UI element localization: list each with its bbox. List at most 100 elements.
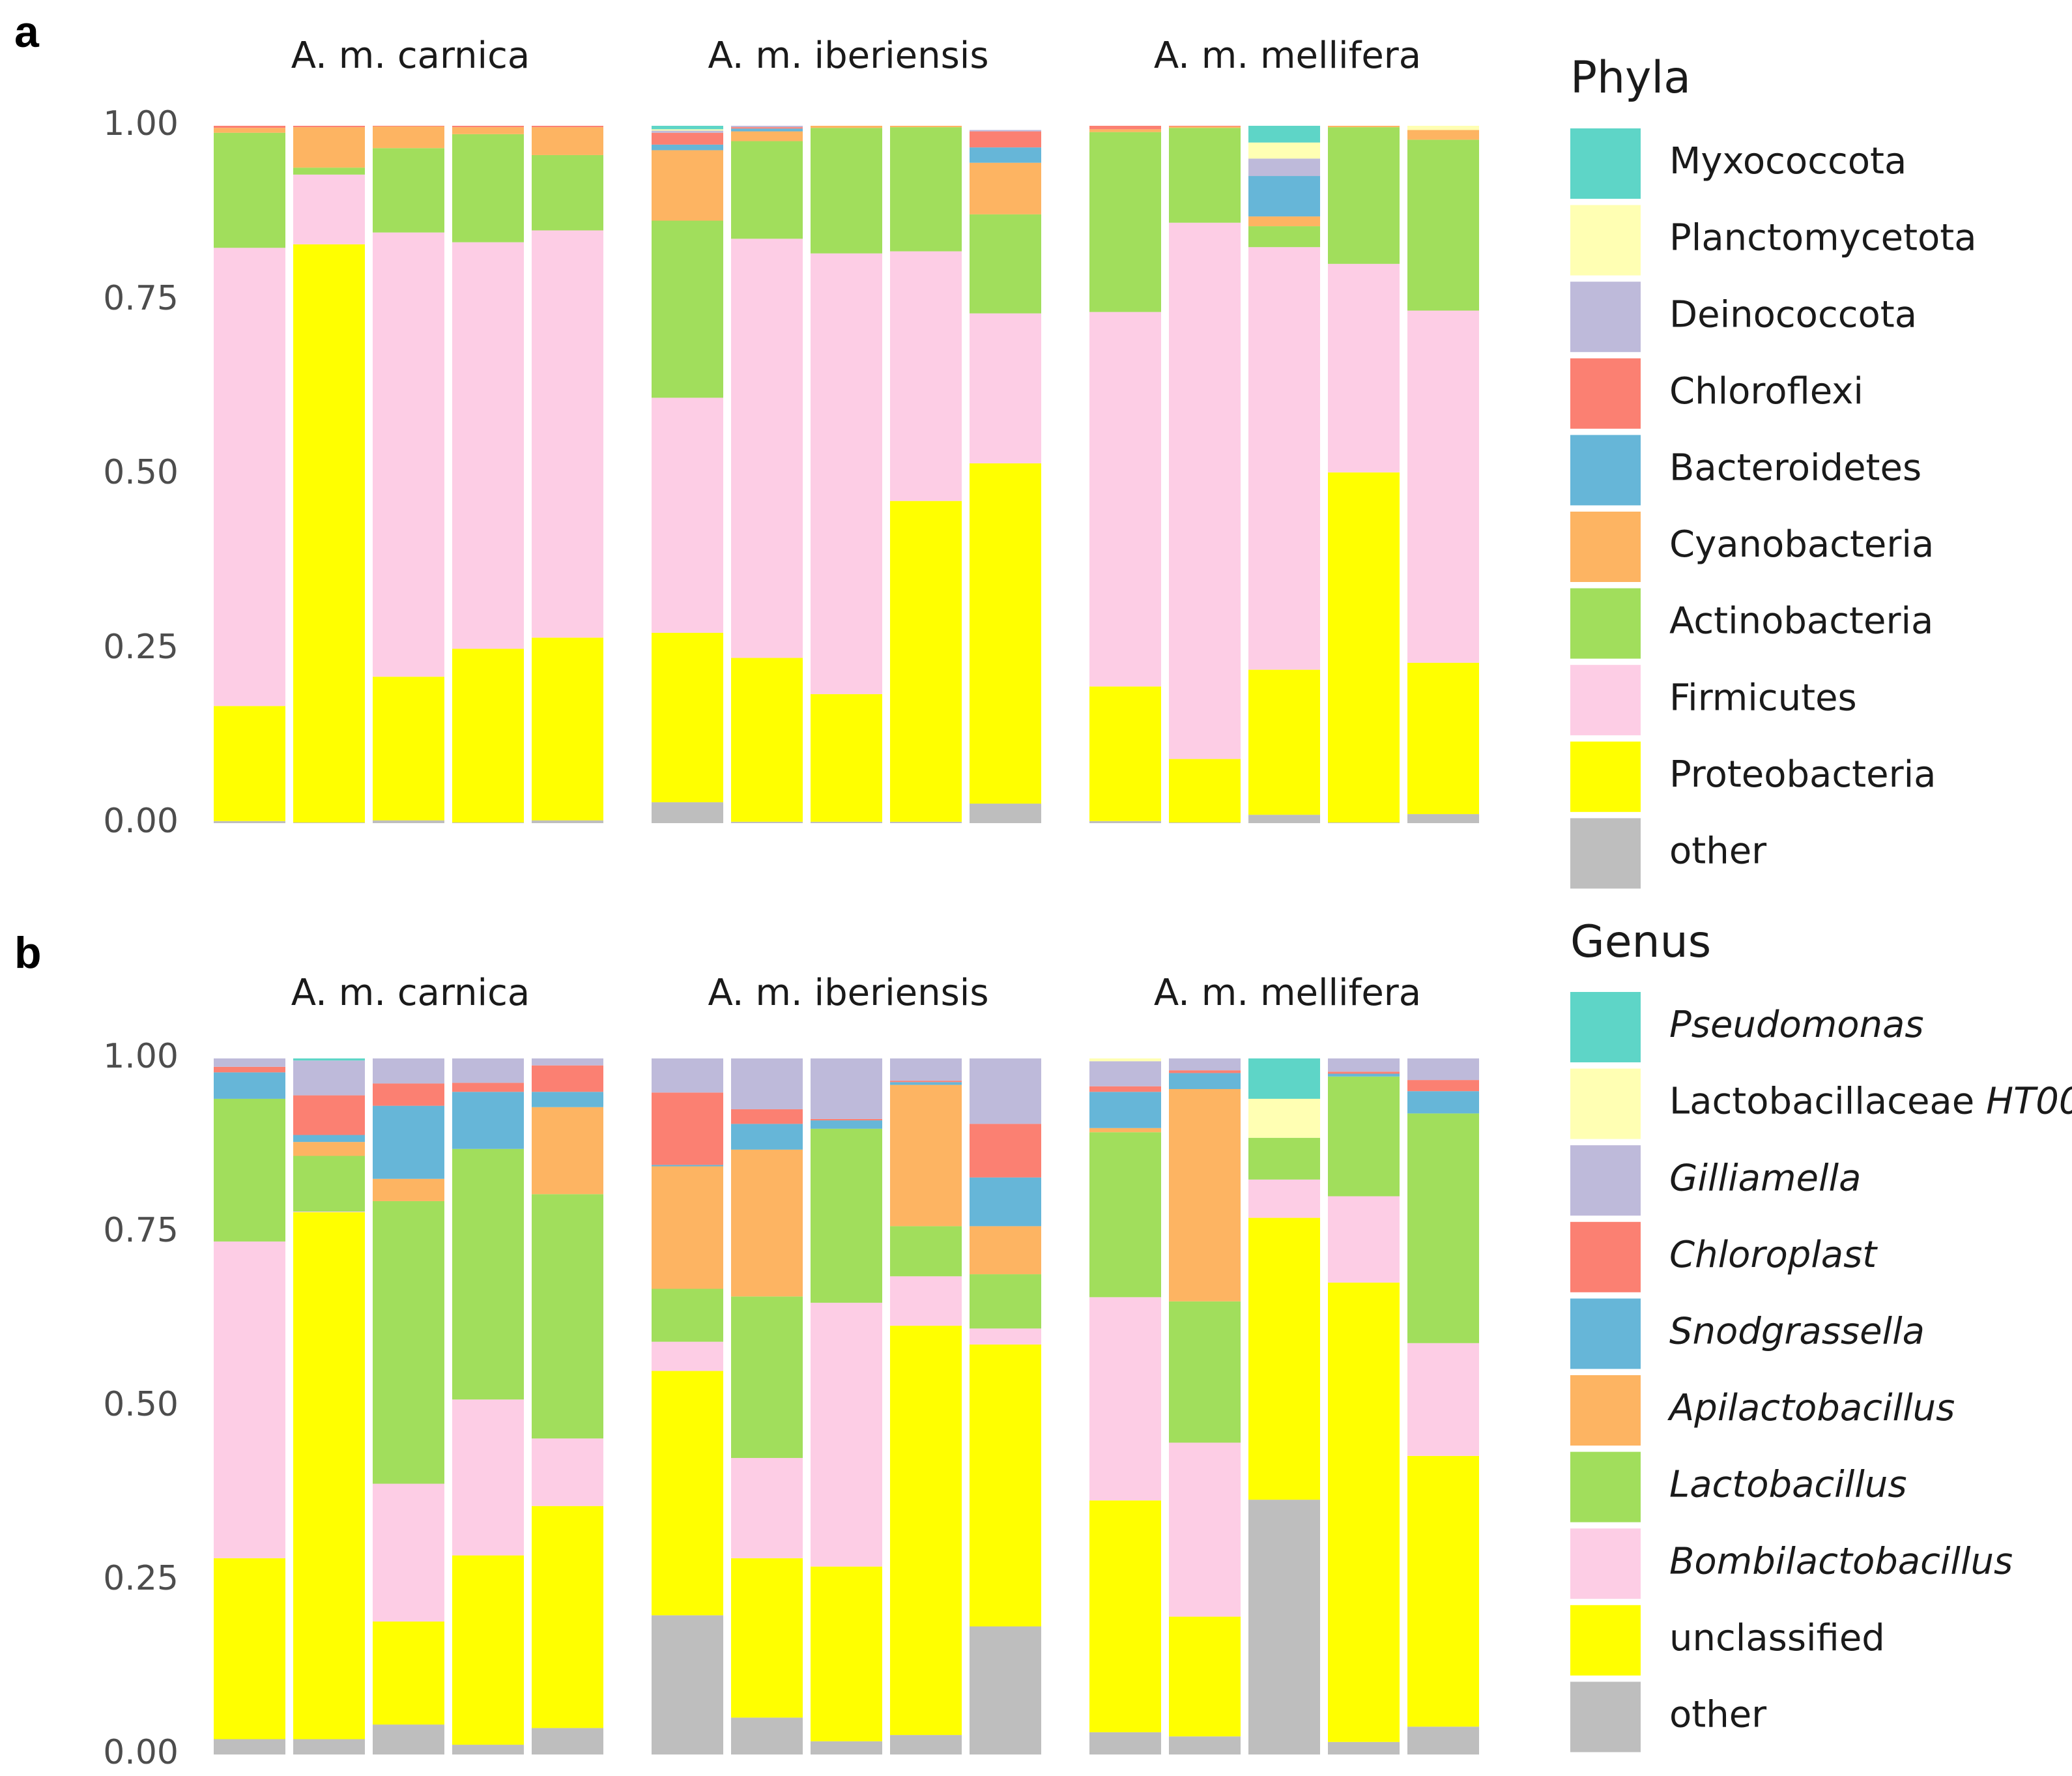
panel-a-segment-iberiensis-5-other bbox=[970, 804, 1041, 823]
panel-a-facet-titles: A. m. carnica A. m. iberiensis A. m. mel… bbox=[291, 35, 1421, 77]
panel-b-segment-iberiensis-3-chloroplast bbox=[811, 1118, 882, 1121]
panel-b-segment-iberiensis-5-other bbox=[970, 1626, 1041, 1754]
panel-b-segment-mellifera-5-lactobacillus bbox=[1407, 1113, 1479, 1343]
panel-b-segment-mellifera-4-other bbox=[1328, 1741, 1400, 1754]
panel-a-segment-mellifera-3-other bbox=[1248, 815, 1320, 823]
panel-a-segment-mellifera-1-chloroflexi bbox=[1089, 126, 1161, 130]
panel-b-bar-mellifera-5 bbox=[1407, 1058, 1479, 1754]
panel-b-legend-label-snodgrassella: Snodgrassella bbox=[1669, 1311, 1925, 1353]
panel-b-facet-title-mellifera: A. m. mellifera bbox=[1154, 972, 1421, 1014]
panel-b-segment-mellifera-5-unclassified bbox=[1407, 1455, 1479, 1727]
panel-b-segment-mellifera-1-bombilactobacillus bbox=[1089, 1297, 1161, 1501]
panel-b-bar-iberiensis-5 bbox=[970, 1058, 1041, 1754]
panel-b-segment-mellifera-1-lactobacillaceae-ht002 bbox=[1089, 1058, 1161, 1062]
panel-a-bar-iberiensis-4 bbox=[890, 126, 962, 823]
panel-a-legend-swatch-chloroflexi bbox=[1570, 358, 1641, 429]
panel-a-segment-iberiensis-1-chloroflexi bbox=[652, 132, 723, 145]
panel-a-segment-iberiensis-1-bacteroidetes bbox=[652, 144, 723, 151]
panel-b-segment-iberiensis-2-bombilactobacillus bbox=[731, 1458, 803, 1558]
panel-a-segment-iberiensis-4-other bbox=[890, 821, 962, 823]
panel-a-legend-swatch-myxococcota bbox=[1570, 128, 1641, 199]
panel-a-segment-iberiensis-2-bacteroidetes bbox=[731, 128, 803, 132]
panel-b-bar-mellifera-2 bbox=[1169, 1058, 1241, 1754]
panel-b-segment-iberiensis-4-other bbox=[890, 1735, 962, 1754]
panel-a-segment-iberiensis-5-deinococcota bbox=[970, 130, 1041, 132]
panel-b-segment-mellifera-2-other bbox=[1169, 1736, 1241, 1754]
panel-a-segment-mellifera-2-actinobacteria bbox=[1169, 128, 1241, 223]
panel-b-segment-iberiensis-2-chloroplast bbox=[731, 1109, 803, 1124]
panel-a-legend-label-planctomycetota: Planctomycetota bbox=[1669, 217, 1977, 259]
panel-b-legend-label-bombilactobacillus: Bombilactobacillus bbox=[1669, 1540, 2013, 1582]
panel-a-segment-carnica-1-actinobacteria bbox=[214, 132, 285, 248]
panel-b-facet-title-carnica: A. m. carnica bbox=[291, 972, 530, 1014]
panel-b-legend-items: Pseudomonas Lactobacillaceae HT002 Gilliam… bbox=[1570, 992, 2072, 1753]
panel-b-segment-mellifera-2-bombilactobacillus bbox=[1169, 1442, 1241, 1617]
panel-a-segment-mellifera-4-other bbox=[1328, 822, 1400, 823]
panel-a-y-tick-1: 0.25 bbox=[103, 628, 179, 667]
panel-b-segment-iberiensis-2-unclassified bbox=[731, 1558, 803, 1718]
panel-b-segment-mellifera-4-gilliamella bbox=[1328, 1058, 1400, 1072]
panel-a-segment-carnica-3-actinobacteria bbox=[373, 148, 444, 233]
panel-b-segment-mellifera-4-unclassified bbox=[1328, 1282, 1400, 1742]
panel-a-segment-mellifera-2-firmicutes bbox=[1169, 222, 1241, 759]
panel-a-legend-swatch-firmicutes bbox=[1570, 665, 1641, 736]
panel-b-bar-carnica-5 bbox=[532, 1058, 603, 1754]
panel-b-segment-carnica-4-unclassified bbox=[452, 1555, 524, 1745]
panel-a-y-tick-2: 0.50 bbox=[103, 453, 179, 492]
panel-a-segment-mellifera-5-actinobacteria bbox=[1407, 139, 1479, 311]
panel-b-letter: b bbox=[14, 928, 42, 978]
panel-a-segment-mellifera-3-deinococcota bbox=[1248, 158, 1320, 177]
panel-b-segment-iberiensis-1-bombilactobacillus bbox=[652, 1341, 723, 1371]
panel-b-bar-mellifera-4 bbox=[1328, 1058, 1400, 1754]
panel-a-segment-iberiensis-1-planctomycetota bbox=[652, 129, 723, 131]
panel-b-segment-iberiensis-3-lactobacillus bbox=[811, 1128, 882, 1303]
panel-b-segment-iberiensis-5-snodgrassella bbox=[970, 1177, 1041, 1227]
panel-a-facet-title-mellifera: A. m. mellifera bbox=[1154, 35, 1421, 77]
panel-b-segment-mellifera-2-gilliamella bbox=[1169, 1058, 1241, 1071]
panel-b-y-tick-3: 0.75 bbox=[103, 1211, 179, 1250]
panel-b-segment-iberiensis-2-lactobacillus bbox=[731, 1296, 803, 1459]
panel-b-segment-iberiensis-3-other bbox=[811, 1741, 882, 1754]
panel-b-legend-swatch-snodgrassella bbox=[1570, 1298, 1641, 1369]
panel-a-bar-carnica-3 bbox=[373, 126, 444, 823]
panel-a-segment-mellifera-2-other bbox=[1169, 822, 1241, 823]
panel-b-segment-mellifera-1-apilactobacillus bbox=[1089, 1128, 1161, 1133]
panel-b-y-axis: 0.00 0.25 0.50 0.75 1.00 bbox=[103, 1037, 179, 1772]
panel-b-segment-iberiensis-3-snodgrassella bbox=[811, 1120, 882, 1129]
panel-b-segment-carnica-4-other bbox=[452, 1745, 524, 1754]
panel-a-segment-mellifera-4-actinobacteria bbox=[1328, 127, 1400, 264]
panel-b-segment-mellifera-3-other bbox=[1248, 1500, 1320, 1754]
panel-b-segment-carnica-1-chloroplast bbox=[214, 1066, 285, 1073]
panel-b-segment-carnica-3-lactobacillus bbox=[373, 1201, 444, 1484]
panel-a-segment-iberiensis-1-actinobacteria bbox=[652, 220, 723, 398]
panel-a-segment-iberiensis-1-other bbox=[652, 802, 723, 823]
panel-a-facet-title-iberiensis: A. m. iberiensis bbox=[708, 35, 988, 77]
panel-b-segment-carnica-4-gilliamella bbox=[452, 1058, 524, 1083]
panel-b-segment-carnica-5-chloroplast bbox=[532, 1065, 603, 1092]
panel-a-bar-mellifera-3 bbox=[1248, 126, 1320, 823]
panel-b-segment-mellifera-2-chloroplast bbox=[1169, 1070, 1241, 1073]
panel-b-segment-carnica-1-snodgrassella bbox=[214, 1072, 285, 1099]
panel-b-segment-carnica-5-bombilactobacillus bbox=[532, 1438, 603, 1506]
panel-b-segment-carnica-4-chloroplast bbox=[452, 1083, 524, 1092]
panel-a-segment-iberiensis-2-other bbox=[731, 821, 803, 823]
panel-b-legend-swatch-other bbox=[1570, 1681, 1641, 1753]
panel-a-bar-iberiensis-1 bbox=[652, 126, 723, 823]
panel-a-segment-iberiensis-3-actinobacteria bbox=[811, 128, 882, 254]
panel-a-segment-iberiensis-1-deinococcota bbox=[652, 130, 723, 133]
panel-a-segment-mellifera-1-other bbox=[1089, 821, 1161, 823]
panel-b-segment-iberiensis-1-other bbox=[652, 1615, 723, 1754]
panel-b-legend-swatch-bombilactobacillus bbox=[1570, 1528, 1641, 1599]
panel-a-segment-iberiensis-2-actinobacteria bbox=[731, 141, 803, 239]
panel-b-segment-iberiensis-4-gilliamella bbox=[890, 1058, 962, 1081]
panel-b-segment-carnica-1-other bbox=[214, 1739, 285, 1754]
panel-b-legend-label-gilliamella: Gilliamella bbox=[1669, 1157, 1861, 1199]
panel-b-segment-carnica-2-lactobacillus bbox=[293, 1156, 365, 1212]
panel-b-segment-iberiensis-4-lactobacillus bbox=[890, 1226, 962, 1277]
panel-a-segment-mellifera-4-cyanobacteria bbox=[1328, 126, 1400, 128]
panel-a-segment-iberiensis-3-proteobacteria bbox=[811, 694, 882, 822]
panel-b-segment-carnica-1-unclassified bbox=[214, 1558, 285, 1740]
panel-b-legend-label-lactobacillaceae-ht002: Lactobacillaceae HT002 bbox=[1669, 1081, 2072, 1123]
panel-a-phyla: a A. m. carnica A. m. iberiensis A. m. m… bbox=[14, 7, 1977, 889]
